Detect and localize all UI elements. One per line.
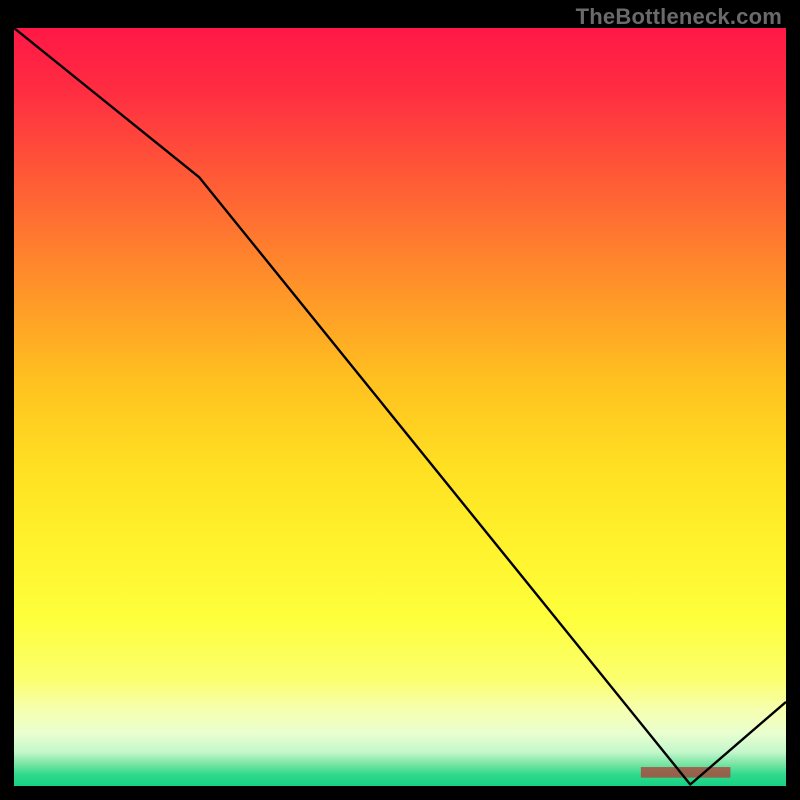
watermark-text: TheBottleneck.com	[576, 4, 782, 30]
marker-band	[641, 767, 731, 778]
chart-svg	[14, 28, 786, 786]
chart-container: TheBottleneck.com	[0, 0, 800, 800]
plot-area	[14, 28, 786, 786]
chart-background	[14, 28, 786, 786]
